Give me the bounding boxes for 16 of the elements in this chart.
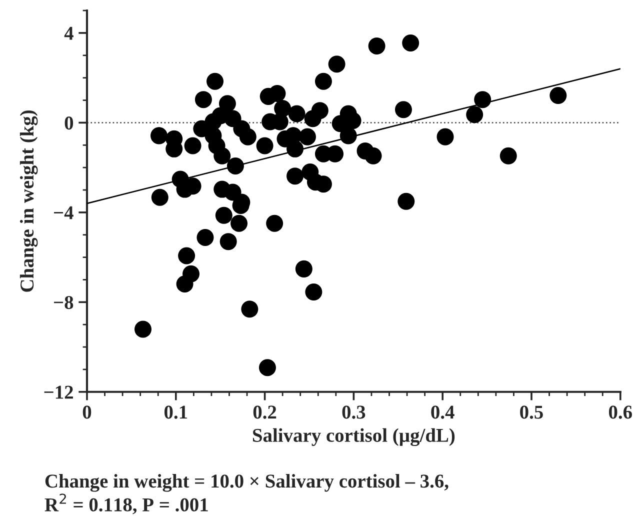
y-tick-label: −12 — [44, 386, 73, 399]
y-axis-title: Change in weight (kg) — [20, 110, 38, 292]
y-tick-label: 0 — [64, 116, 74, 130]
x-tick-label: 0.6 — [608, 406, 632, 419]
x-axis-title: Salivary cortisol (µg/dL) — [252, 428, 455, 446]
x-tick-label: 0.2 — [253, 406, 276, 419]
text: R$^{2}$ = 0.118, P = .001 — [44, 494, 208, 514]
y-tick-label: −4 — [54, 206, 74, 220]
y-tick-label: −8 — [54, 296, 74, 310]
x-tick-label: 0.3 — [342, 406, 366, 419]
x-tick-label: 0 — [82, 406, 92, 419]
y-tick-label: 4 — [64, 26, 74, 40]
x-tick-label: 0.1 — [164, 406, 188, 419]
x-tick-label: 0.5 — [520, 406, 543, 419]
x-tick-label: 0.4 — [431, 406, 454, 419]
text: Change in weight = 10.0 × Salivary cortisol – 3.6, — [45, 474, 448, 492]
